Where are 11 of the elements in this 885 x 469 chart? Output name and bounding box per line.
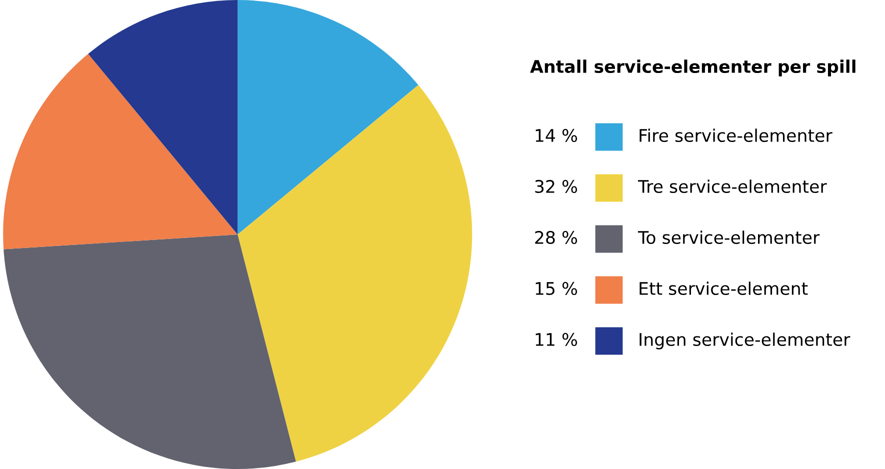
data-label: 32 % <box>535 180 578 194</box>
legend-label: To service-elementer <box>638 230 820 244</box>
data-label: 11 % <box>536 332 578 346</box>
data-label: 14 % <box>536 128 578 142</box>
data-label: 28 % <box>535 230 578 244</box>
legend-title: Antall service-elementer per spill <box>530 60 856 76</box>
legend-label: Fire service-elementer <box>640 128 832 142</box>
legend-label: Ingen service-elementer <box>640 332 850 350</box>
legend-label: Tre service-elementer <box>638 180 827 194</box>
legend-label: Ett service-element <box>640 282 808 296</box>
data-label: 15 % <box>536 282 578 296</box>
